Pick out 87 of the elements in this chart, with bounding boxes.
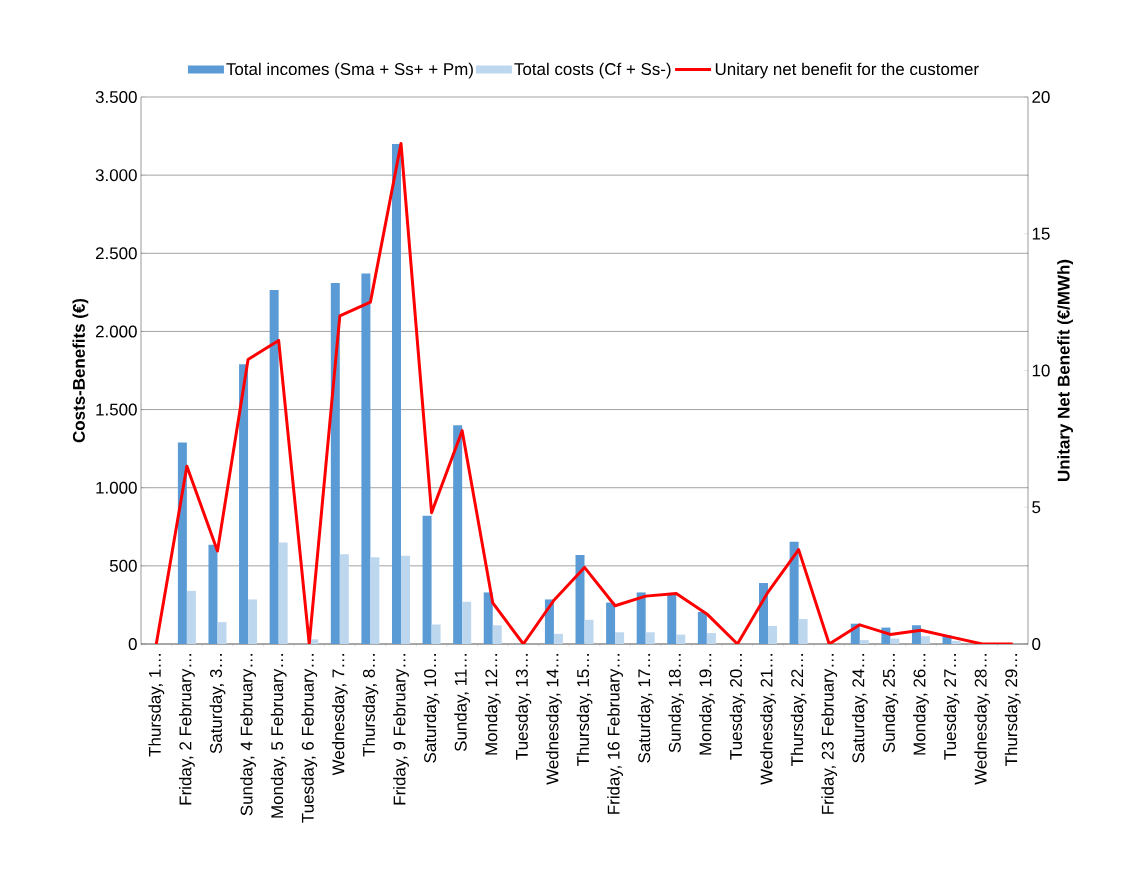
x-tick-label: Thursday, 15… [576, 654, 593, 766]
x-tick-label: Tuesday, 27… [943, 654, 960, 760]
x-tick-label: Sunday, 11… [454, 654, 471, 752]
x-tick-label: Saturday, 3… [209, 654, 226, 754]
bar [361, 273, 371, 644]
x-tick-label: Thursday, 22… [790, 654, 807, 766]
bar [706, 633, 716, 644]
bar [422, 515, 432, 644]
y2-tick-label: 15 [1032, 227, 1050, 240]
y-tick-label: 2.000 [95, 325, 137, 338]
x-tick-label: Thursday, 8… [362, 654, 379, 757]
bar [615, 632, 625, 644]
x-tick-label: Monday, 12… [484, 654, 501, 755]
x-tick-label: Monday, 19… [698, 654, 715, 755]
bar [890, 638, 900, 644]
bar [798, 618, 808, 644]
y2-tick-label: 20 [1032, 90, 1050, 103]
legend-label: Total costs (Cf + Ss-) [514, 62, 671, 79]
x-tick-label: Thursday, 1… [148, 654, 165, 757]
x-tick-label: Wednesday, 28… [974, 654, 991, 785]
x-tick-label: Saturday, 10… [423, 654, 440, 763]
bar [676, 634, 686, 644]
bar [859, 640, 869, 644]
bar [606, 602, 616, 644]
bar [645, 632, 655, 644]
bar [269, 290, 279, 644]
x-tick-label: Sunday, 18… [668, 654, 685, 753]
bar [177, 442, 187, 644]
bar [636, 592, 646, 644]
bar [951, 640, 961, 644]
x-tick-label: Tuesday, 6 February… [301, 654, 318, 823]
x-tick-label: Saturday, 24… [851, 654, 868, 763]
bar [789, 541, 799, 644]
y-tick-label: 0 [128, 638, 137, 650]
y-tick-label: 1.000 [96, 481, 137, 494]
x-tick-label: Saturday, 17… [637, 654, 654, 763]
y2-tick-label: 5 [1032, 501, 1041, 514]
bar [453, 425, 463, 644]
y2-axis-title: Unitary Net Benefit (€/MWh) [1057, 259, 1073, 481]
x-tick-label: Friday, 9 February… [393, 654, 409, 805]
bar [492, 625, 502, 644]
bar [483, 592, 493, 644]
x-tick-label: Monday, 5 February… [270, 654, 287, 818]
bar [667, 593, 677, 644]
bar [553, 633, 563, 644]
y-tick-label: 3.500 [95, 91, 137, 103]
x-tick-label: Wednesday, 21… [760, 654, 776, 785]
legend-label: Unitary net benefit for the customer [715, 62, 979, 79]
bar [759, 583, 769, 644]
x-tick-label: Sunday, 4 February… [240, 654, 256, 816]
bar [768, 626, 778, 644]
x-tick-label: Thursday, 29… [1004, 654, 1021, 766]
bar [239, 364, 249, 644]
bar [248, 599, 258, 644]
bar [186, 590, 196, 644]
x-tick-label: Sunday, 25… [882, 654, 899, 753]
bar [339, 554, 349, 644]
x-tick-label: Friday, 23 February… [821, 654, 838, 814]
y2-tick-label: 0 [1032, 638, 1041, 650]
bar [330, 282, 340, 644]
x-tick-label: Tuesday, 20… [729, 654, 746, 760]
bar [278, 542, 288, 644]
x-tick-label: Wednesday, 7… [331, 654, 348, 776]
y2-tick-label: 10 [1032, 364, 1050, 377]
y-tick-label: 3.000 [95, 169, 137, 182]
bar [431, 624, 441, 644]
bar [217, 622, 227, 644]
y-tick-label: 1.500 [96, 403, 137, 416]
bar [584, 619, 594, 644]
bar [920, 636, 930, 644]
bar [697, 611, 707, 644]
bar [370, 557, 380, 644]
bar [391, 143, 401, 644]
legend-label: Total incomes (Sma + Ss+ + Pm) [226, 62, 473, 79]
bar [462, 601, 472, 644]
y-tick-label: 2.500 [95, 247, 137, 260]
y-axis-title: Costs-Benefits (€) [72, 298, 89, 443]
y-tick-label: 500 [109, 559, 137, 572]
x-tick-label: Tuesday, 13… [515, 654, 532, 760]
bar [208, 544, 218, 644]
x-tick-label: Friday, 16 February… [607, 654, 623, 814]
x-tick-label: Monday, 26… [913, 654, 929, 755]
bar [400, 555, 410, 644]
bar [575, 554, 585, 644]
x-tick-label: Friday, 2 February… [178, 654, 195, 805]
x-tick-label: Wednesday, 14… [546, 654, 562, 785]
line-series [154, 141, 1015, 644]
